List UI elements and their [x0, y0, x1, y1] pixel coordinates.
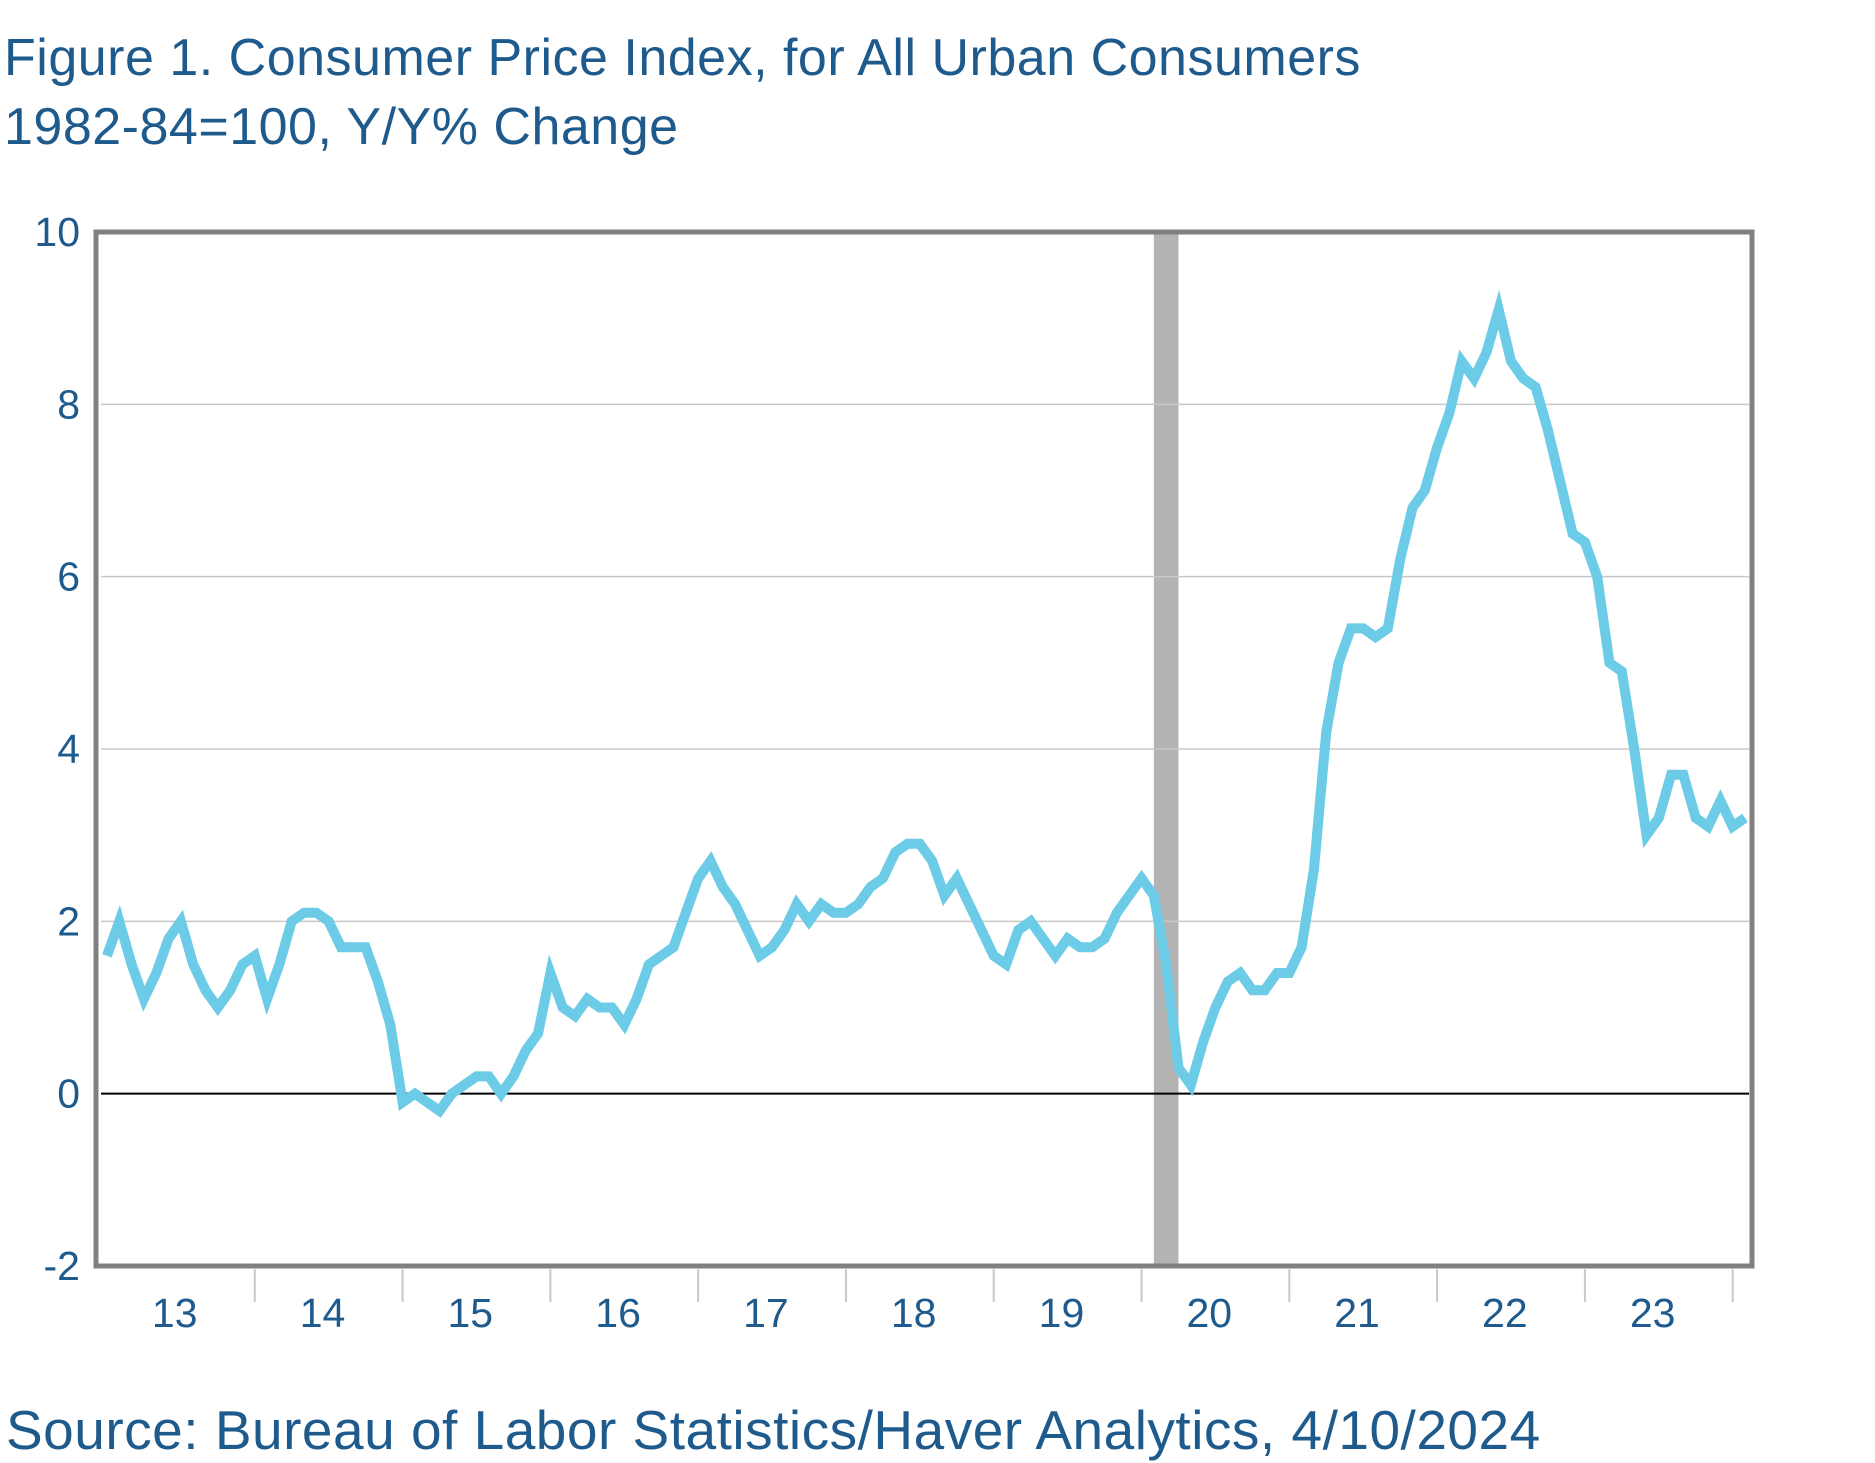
cpi-yoy-series-line	[102, 289, 1748, 1118]
plot-frame-layer	[93, 229, 1755, 1269]
x-tick-label-15: 15	[448, 1290, 494, 1336]
x-tick-label-19: 19	[1039, 1290, 1085, 1336]
x-axis-ticks-layer	[253, 1269, 1734, 1302]
gridlines-layer	[101, 403, 1749, 923]
y-tick-label-10: 10	[34, 209, 80, 255]
x-axis-labels-layer: 13 14 15 16 17 18 19 20 21 22 23	[152, 1290, 1676, 1336]
x-tick-label-22: 22	[1482, 1290, 1528, 1336]
y-tick-label-0: 0	[57, 1071, 80, 1117]
x-tick-label-16: 16	[595, 1290, 641, 1336]
x-tick-label-13: 13	[152, 1290, 198, 1336]
chart-subtitle: 1982-84=100, Y/Y% Change	[4, 98, 679, 156]
y-tick-label-6: 6	[57, 554, 80, 600]
x-tick-label-14: 14	[300, 1290, 346, 1336]
x-tick-label-18: 18	[891, 1290, 937, 1336]
y-axis-labels-layer: -2 0 2 4 6 8 10	[34, 209, 80, 1289]
y-tick-label-2: 2	[57, 898, 80, 944]
x-tick-label-23: 23	[1630, 1290, 1676, 1336]
chart-title: Figure 1. Consumer Price Index, for All …	[4, 29, 1361, 87]
x-tick-label-21: 21	[1334, 1290, 1380, 1336]
x-tick-label-20: 20	[1186, 1290, 1232, 1336]
x-tick-label-17: 17	[743, 1290, 789, 1336]
plot-frame	[93, 229, 1755, 1269]
y-tick-label-4: 4	[57, 726, 80, 772]
series-layer	[102, 289, 1748, 1118]
y-tick-label-8: 8	[57, 381, 80, 427]
source-note: Source: Bureau of Labor Statistics/Haver…	[6, 1399, 1541, 1461]
y-tick-label-neg2: -2	[44, 1243, 80, 1289]
